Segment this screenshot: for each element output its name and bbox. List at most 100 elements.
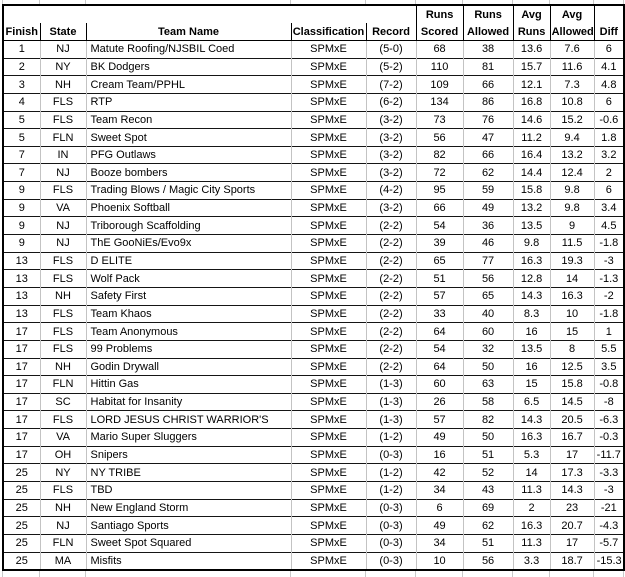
cell-finish[interactable]: 13 — [2, 286, 41, 306]
cell-state[interactable]: NH — [39, 75, 87, 94]
column-header-runs-scored[interactable]: Scored — [415, 23, 464, 41]
cell-state[interactable]: NJ — [39, 40, 87, 59]
cell-team-name[interactable]: Team Recon — [85, 110, 292, 129]
cell-classification[interactable]: SPMxE — [290, 128, 367, 147]
cell-runs-scored[interactable]: 54 — [415, 216, 464, 235]
cell-runs-scored[interactable]: 73 — [415, 110, 464, 129]
cell-classification[interactable]: SPMxE — [290, 181, 367, 200]
cell-team-name[interactable]: Snipers — [85, 445, 292, 464]
cell-classification[interactable]: SPMxE — [290, 216, 367, 235]
cell-state[interactable]: FLS — [39, 110, 87, 129]
cell-record[interactable]: (0-3) — [365, 551, 417, 571]
cell-diff[interactable]: -1.3 — [593, 269, 625, 288]
cell-runs-scored[interactable]: 57 — [415, 410, 464, 429]
cell-avg-allowed[interactable]: 15.2 — [549, 110, 595, 129]
cell-record[interactable]: (1-3) — [365, 410, 417, 429]
cell-record[interactable]: (1-2) — [365, 481, 417, 500]
cell-record[interactable]: (3-2) — [365, 110, 417, 129]
cell-team-name[interactable]: BK Dodgers — [85, 57, 292, 76]
cell-diff[interactable]: -3 — [593, 251, 625, 270]
cell-finish[interactable]: 5 — [2, 128, 41, 147]
cell-diff[interactable]: 1 — [593, 322, 625, 341]
cell-classification[interactable]: SPMxE — [290, 286, 367, 306]
cell-runs-allowed[interactable]: 52 — [462, 463, 514, 482]
cell-team-name[interactable]: LORD JESUS CHRIST WARRIOR'S — [85, 410, 292, 429]
cell-avg-allowed[interactable]: 18.7 — [549, 551, 595, 571]
cell-team-name[interactable]: Trading Blows / Magic City Sports — [85, 181, 292, 200]
cell-avg-allowed[interactable]: 14.5 — [549, 392, 595, 411]
cell-diff[interactable]: 4.8 — [593, 75, 625, 94]
cell-avg-allowed[interactable]: 11.5 — [549, 234, 595, 253]
cell-avg-allowed[interactable]: 10.8 — [549, 92, 595, 112]
cell-record[interactable]: (6-2) — [365, 92, 417, 112]
cell-runs-allowed[interactable]: 38 — [462, 40, 514, 59]
cell-runs-scored[interactable]: 95 — [415, 181, 464, 200]
cell-classification[interactable]: SPMxE — [290, 251, 367, 270]
cell-record[interactable]: (2-2) — [365, 216, 417, 235]
cell-diff[interactable]: 4.1 — [593, 57, 625, 76]
cell-runs-allowed[interactable]: 77 — [462, 251, 514, 270]
cell-runs-allowed[interactable]: 50 — [462, 428, 514, 447]
cell-avg-runs[interactable]: 16 — [512, 357, 551, 376]
cell-avg-allowed[interactable]: 16.3 — [549, 286, 595, 306]
header-group-avg-runs[interactable]: Avg — [512, 5, 551, 23]
header-group-runs-allowed[interactable]: Runs — [462, 5, 514, 23]
cell-runs-allowed[interactable]: 56 — [462, 551, 514, 571]
cell-runs-allowed[interactable]: 40 — [462, 304, 514, 323]
cell-classification[interactable]: SPMxE — [290, 516, 367, 535]
cell-state[interactable]: NJ — [39, 516, 87, 535]
cell-avg-allowed[interactable]: 14 — [549, 269, 595, 288]
cell-classification[interactable]: SPMxE — [290, 198, 367, 217]
cell-team-name[interactable]: ThE GooNiEs/Evo9x — [85, 234, 292, 253]
cell-avg-runs[interactable]: 9.8 — [512, 234, 551, 253]
cell-runs-allowed[interactable]: 47 — [462, 128, 514, 147]
cell-team-name[interactable]: Sweet Spot Squared — [85, 533, 292, 553]
cell-diff[interactable]: 5.5 — [593, 339, 625, 359]
cell-classification[interactable]: SPMxE — [290, 428, 367, 447]
cell-finish[interactable]: 3 — [2, 75, 41, 94]
cell-runs-scored[interactable]: 33 — [415, 304, 464, 323]
cell-state[interactable]: FLN — [39, 533, 87, 553]
cell-classification[interactable]: SPMxE — [290, 40, 367, 59]
column-header-avg-runs[interactable]: Runs — [512, 23, 551, 41]
cell-record[interactable]: (1-2) — [365, 428, 417, 447]
cell-avg-runs[interactable]: 14.6 — [512, 110, 551, 129]
cell-avg-allowed[interactable]: 15 — [549, 322, 595, 341]
cell-state[interactable]: NJ — [39, 234, 87, 253]
cell-finish[interactable]: 25 — [2, 516, 41, 535]
cell-team-name[interactable]: Habitat for Insanity — [85, 392, 292, 411]
cell-runs-scored[interactable]: 134 — [415, 92, 464, 112]
cell-runs-scored[interactable]: 64 — [415, 357, 464, 376]
cell-avg-runs[interactable]: 5.3 — [512, 445, 551, 464]
cell-avg-allowed[interactable]: 17 — [549, 445, 595, 464]
cell-runs-allowed[interactable]: 86 — [462, 92, 514, 112]
cell-avg-allowed[interactable]: 17 — [549, 533, 595, 553]
cell-avg-runs[interactable]: 14 — [512, 463, 551, 482]
cell-diff[interactable]: 6 — [593, 181, 625, 200]
cell-avg-runs[interactable]: 16.4 — [512, 145, 551, 164]
cell-avg-allowed[interactable]: 12.5 — [549, 357, 595, 376]
cell-team-name[interactable]: Mario Super Sluggers — [85, 428, 292, 447]
cell-runs-scored[interactable]: 49 — [415, 428, 464, 447]
cell-diff[interactable]: -1.8 — [593, 304, 625, 323]
column-header-finish[interactable]: Finish — [2, 23, 41, 41]
cell-runs-allowed[interactable]: 49 — [462, 198, 514, 217]
cell-record[interactable]: (2-2) — [365, 269, 417, 288]
header-group-runs-scored[interactable]: Runs — [415, 5, 464, 23]
cell-classification[interactable]: SPMxE — [290, 304, 367, 323]
cell-avg-allowed[interactable]: 16.7 — [549, 428, 595, 447]
cell-finish[interactable]: 2 — [2, 57, 41, 76]
cell-state[interactable]: FLS — [39, 251, 87, 270]
cell-avg-runs[interactable]: 15.7 — [512, 57, 551, 76]
cell-runs-scored[interactable]: 56 — [415, 128, 464, 147]
cell-finish[interactable]: 7 — [2, 163, 41, 182]
cell-finish[interactable]: 4 — [2, 92, 41, 112]
cell-runs-allowed[interactable]: 66 — [462, 75, 514, 94]
cell-avg-runs[interactable]: 13.5 — [512, 339, 551, 359]
cell-diff[interactable]: -6.3 — [593, 410, 625, 429]
cell-runs-scored[interactable]: 10 — [415, 551, 464, 571]
cell-runs-allowed[interactable]: 59 — [462, 181, 514, 200]
cell-diff[interactable]: -0.3 — [593, 428, 625, 447]
cell-runs-allowed[interactable]: 51 — [462, 445, 514, 464]
cell-avg-allowed[interactable]: 10 — [549, 304, 595, 323]
